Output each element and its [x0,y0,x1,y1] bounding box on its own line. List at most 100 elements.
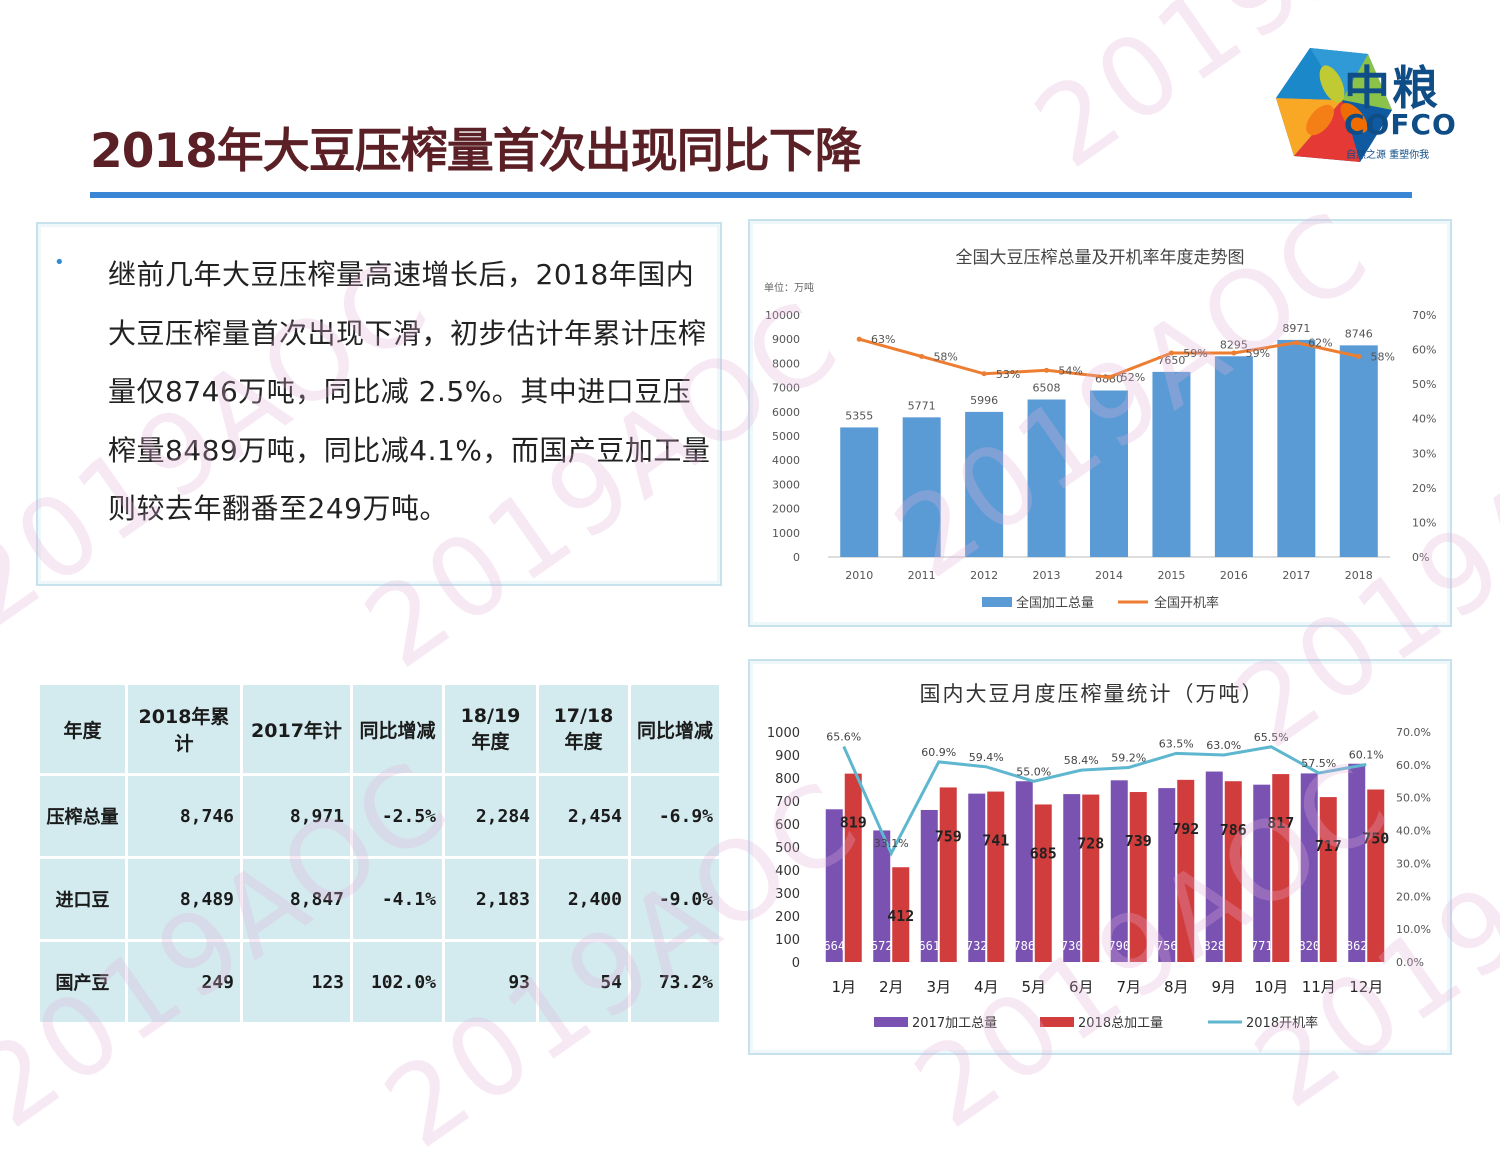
monthly-crush-chart: 国内大豆月度压榨量统计（万吨） 0 100 200 300 400 500 600 700 800… [767,682,1431,1031]
bar [965,411,1004,557]
y2-tick-label: 70.0% [1396,726,1431,739]
bar-2018 [1082,794,1100,962]
table-row-header: 压榨总量 [37,773,128,859]
bar [1090,390,1128,557]
y-tick-label: 10000 [765,309,800,322]
table-cell: 8,489 [125,856,243,942]
line-data-label: 62% [1308,337,1332,350]
x-tick-label: 9月 [1211,978,1236,996]
bar-2017-data-label: 771 [1251,939,1273,953]
y2-tick-label: 0% [1412,551,1429,564]
bar-2017-data-label: 862 [1346,939,1368,953]
bar-2018-data-label: 717 [1315,837,1342,855]
x-tick-label: 8月 [1164,978,1189,996]
x-tick-label: 2010 [845,569,873,582]
line-data-label: 65.5% [1254,731,1289,744]
table-cell: 2,183 [442,856,539,942]
bar-2017-data-label: 572 [871,939,893,953]
line-point [919,353,925,359]
bar-data-label: 5355 [845,409,873,422]
summary-paragraph: 继前几年大豆压榨量高速增长后，2018年国内大豆压榨量首次出现下滑，初步估计年累… [108,258,711,525]
bar-2017-data-label: 756 [1156,939,1178,953]
line-point [1356,353,1362,359]
annual-crush-chart-panel: 全国大豆压榨总量及开机率年度走势图 单位：万吨 0 1000 2000 3000 4000 5… [748,219,1452,627]
bar-2017-data-label: 790 [1108,939,1130,953]
table-header-cell: 同比增减 [628,682,722,776]
y-tick-label: 4000 [772,454,800,467]
table-cell: -9.0% [628,856,722,942]
bar-2018-data-label: 759 [935,827,962,845]
table-row: 进口豆 8,489 8,847 -4.1% 2,183 2,400 -9.0% [37,856,722,942]
bar-2018 [1367,789,1385,962]
bar-2017 [1063,794,1081,962]
line-data-label: 63% [871,333,895,346]
y2-tick-label: 60% [1412,344,1436,357]
table-cell: 249 [125,939,243,1025]
y-tick-label: 400 [775,864,800,879]
y-tick-label: 800 [775,772,800,787]
bar-2017-data-label: 664 [823,939,845,953]
x-tick-label: 2012 [970,569,998,582]
bar-2017 [920,809,938,962]
logo-english: COFCO [1344,108,1457,141]
bar-2017 [1253,784,1271,962]
bar-2018 [939,787,957,962]
table-header-cell: 同比增减 [350,682,445,776]
logo-chinese: 中粮 [1344,61,1440,115]
y-tick-label: 2000 [772,503,800,516]
line-data-label: 57.5% [1301,757,1336,770]
x-tick-label: 2016 [1220,569,1248,582]
y-tick-label: 5000 [772,430,800,443]
bar-2017 [825,809,843,962]
line-data-label: 59.4% [969,751,1004,764]
x-tick-label: 7月 [1116,978,1141,996]
y2-tick-label: 30% [1412,447,1436,460]
table-cell: 2,284 [442,773,539,859]
y2-tick-label: 70% [1412,309,1436,322]
x-tick-label: 2017 [1282,569,1310,582]
bar-2017-data-label: 661 [918,939,940,953]
x-tick-label: 2013 [1033,569,1061,582]
bar [1339,345,1378,557]
bar-2017-data-label: 732 [966,939,988,953]
bar [1152,371,1191,557]
bar-2018 [844,773,862,962]
bar-data-label: 8295 [1220,338,1248,351]
y-tick-label: 6000 [772,406,800,419]
bar-2018 [987,791,1005,962]
bar-2017 [1158,788,1176,962]
y2-tick-label: 10.0% [1396,923,1431,936]
line-point [1106,374,1112,380]
table-cell: 2,454 [536,773,631,859]
bar-2018 [1177,779,1195,962]
chart-title: 全国大豆压榨总量及开机率年度走势图 [956,248,1245,268]
y2-tick-label: 50% [1412,378,1436,391]
line-data-label: 59.2% [1111,751,1146,764]
x-tick-label: 10月 [1254,978,1288,996]
table-header-cell: 2017年计 [240,682,353,776]
line-data-label: 59% [1246,347,1270,360]
bar-2018 [1224,781,1242,962]
bar-2018-data-label: 750 [1362,830,1389,848]
x-tick-label: 12月 [1349,978,1383,996]
bar-2018-data-label: 819 [840,814,867,832]
y2-tick-label: 50.0% [1396,792,1431,805]
y-tick-label: 600 [775,818,800,833]
table-cell: 102.0% [350,939,445,1025]
y2-tick-label: 20% [1412,482,1436,495]
x-tick-label: 2011 [908,569,936,582]
table-cell: 2,400 [536,856,631,942]
monthly-crush-chart-panel: 国内大豆月度压榨量统计（万吨） 0 100 200 300 400 500 600 700 800… [748,659,1452,1055]
x-tick-label: 2018 [1345,569,1373,582]
x-tick-label: 1月 [831,978,856,996]
bar-data-label: 6508 [1033,382,1061,395]
table-cell: 73.2% [628,939,722,1025]
y-tick-label: 200 [775,910,800,925]
page-title: 2018年大豆压榨量首次出现同比下降 [90,124,862,179]
y-tick-label: 7000 [772,382,800,395]
line-data-label: 54% [1058,364,1082,377]
x-tick-label: 2015 [1157,569,1185,582]
bar-data-label: 8746 [1345,327,1373,340]
bar-2018 [1319,797,1337,962]
bar-2018-data-label: 412 [887,907,914,925]
